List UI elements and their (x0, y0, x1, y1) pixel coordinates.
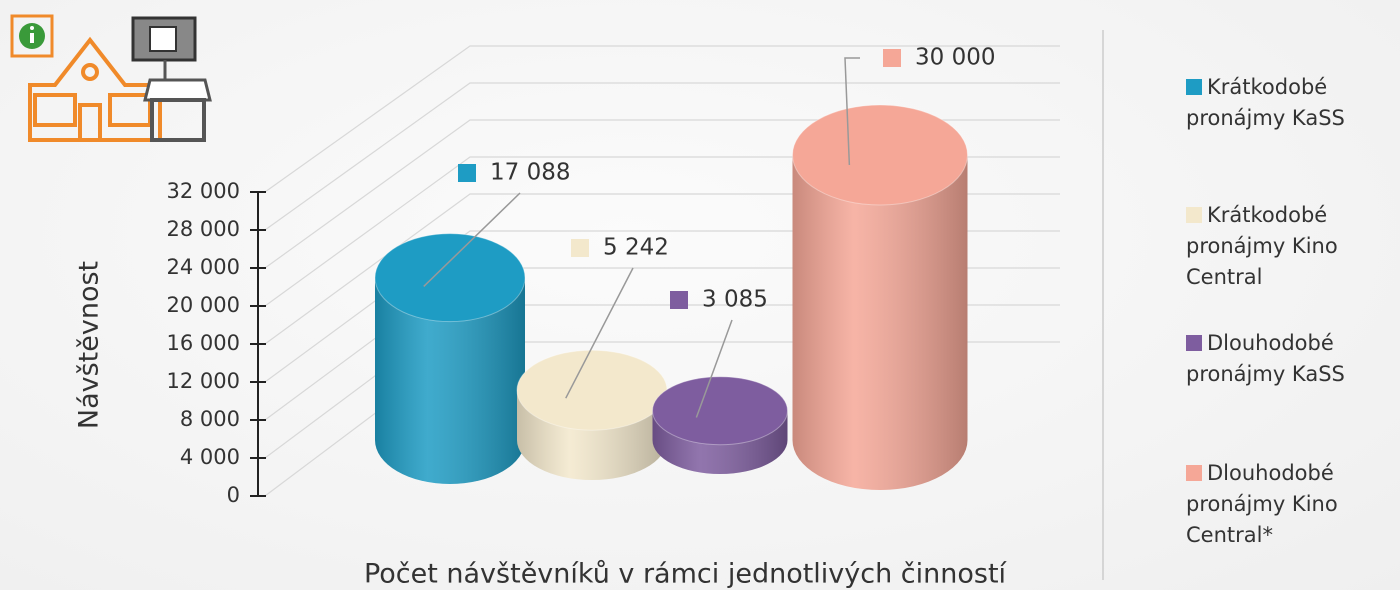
label-swatch (883, 49, 901, 67)
legend-swatch (1186, 79, 1202, 95)
x-axis-label: Počet návštěvníků v rámci jednotlivých č… (364, 559, 1008, 590)
value-label: 3 085 (702, 287, 768, 313)
legend-item: Krátkodobé pronájmy Kino Central (1186, 200, 1396, 293)
bar (652, 376, 788, 474)
value-label: 17 088 (490, 160, 570, 186)
y-tick-label: 8 000 (180, 407, 240, 431)
bar (374, 233, 526, 484)
bar-top (516, 349, 668, 431)
legend-item: Krátkodobé pronájmy KaSS (1186, 72, 1396, 134)
grid-line (264, 82, 1060, 231)
leader-line (423, 192, 521, 288)
legend-item: Dlouhodobé pronájmy Kino Central* (1186, 458, 1396, 551)
y-tick-label: 12 000 (167, 369, 240, 393)
legend-label: Dlouhodobé pronájmy Kino Central* (1186, 461, 1338, 547)
y-tick-label: 24 000 (167, 255, 240, 279)
value-label: 5 242 (603, 235, 669, 261)
bar-top (374, 233, 526, 323)
legend-label: Krátkodobé pronájmy Kino Central (1186, 203, 1338, 289)
legend-item: Dlouhodobé pronájmy KaSS (1186, 328, 1396, 390)
leader-line (565, 267, 634, 399)
icons (10, 14, 212, 142)
label-swatch (571, 239, 589, 257)
legend-swatch (1186, 335, 1202, 351)
leader-line (844, 57, 860, 166)
y-tick-label: 20 000 (167, 293, 240, 317)
y-tick-label: 32 000 (167, 179, 240, 203)
legend-swatch (1186, 207, 1202, 223)
leader-line (695, 319, 733, 418)
bar-shade (375, 277, 525, 484)
bar-top (652, 376, 788, 446)
bar-top (792, 104, 968, 206)
legend-label: Krátkodobé pronájmy KaSS (1186, 75, 1345, 130)
legend-label: Dlouhodobé pronájmy KaSS (1186, 331, 1345, 386)
grid-line (264, 45, 1060, 193)
bar (516, 349, 668, 480)
y-tick-label: 4 000 (180, 445, 240, 469)
label-swatch (458, 164, 476, 182)
bar (792, 104, 968, 490)
y-tick-label: 16 000 (167, 331, 240, 355)
legend-swatch (1186, 465, 1202, 481)
y-axis-label: Návštěvnost (74, 261, 105, 429)
y-tick-label: 0 (227, 483, 240, 507)
bar-shade (792, 155, 968, 490)
label-swatch (670, 291, 688, 309)
y-tick-label: 28 000 (167, 217, 240, 241)
value-label: 30 000 (915, 45, 995, 71)
